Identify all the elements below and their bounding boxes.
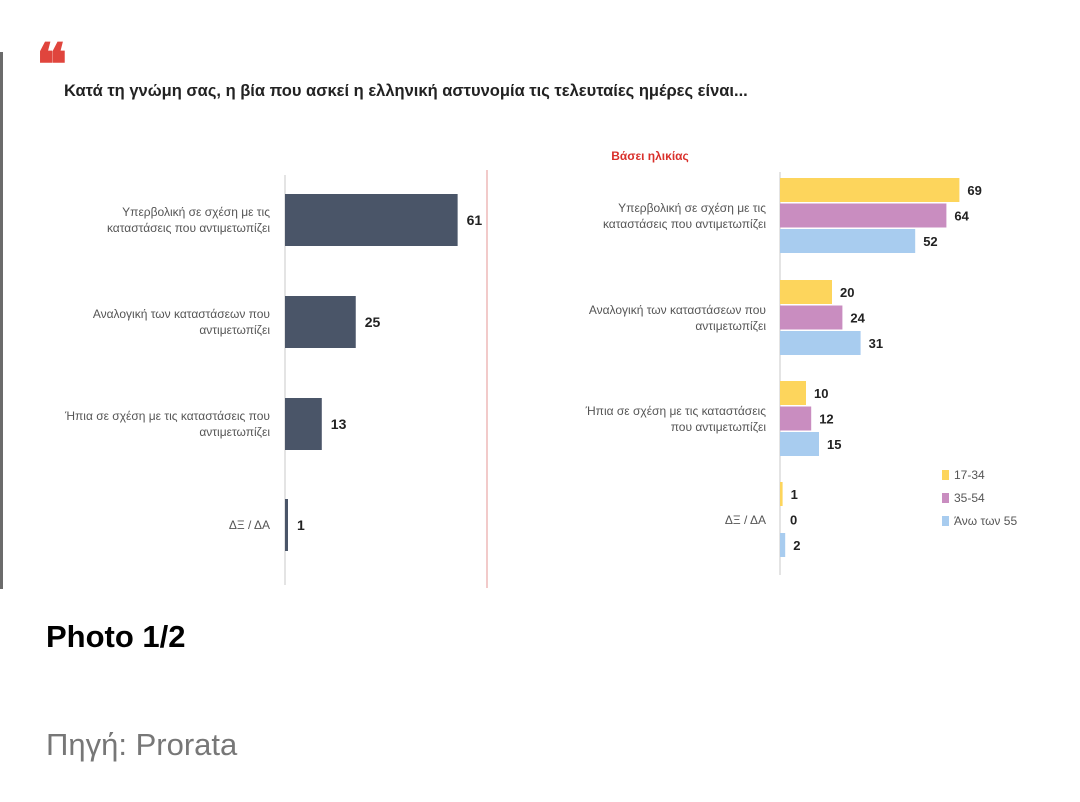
legend-label-1: 35-54 [954,491,985,505]
right-value-label-0-0: 69 [967,183,981,198]
left-category-label-0-0: Υπερβολική σε σχέση με τις [122,205,270,219]
left-category-label-2-1: αντιμετωπίζει [199,425,270,439]
legend-label-2: Άνω των 55 [954,514,1017,528]
left-value-label-0: 61 [467,212,483,228]
left-category-label-3-0: ΔΞ / ΔΑ [229,518,270,532]
right-value-label-1-0: 20 [840,285,854,300]
chart-image [0,52,1080,589]
right-value-label-0-1: 64 [954,209,969,224]
legend-swatch-2 [942,516,949,526]
right-bar-0-1 [780,203,947,228]
left-value-label-3: 1 [297,517,305,533]
right-bar-2-2 [780,432,819,456]
right-category-label-1-1: αντιμετωπίζει [695,319,766,333]
right-category-label-2-0: Ήπια σε σχέση με τις καταστάσεις [585,404,767,418]
right-bar-1-0 [780,280,832,304]
right-category-label-0-0: Υπερβολική σε σχέση με τις [618,201,766,215]
right-bar-2-0 [780,381,806,405]
left-category-label-0-1: καταστάσεις που αντιμετωπίζει [107,221,270,235]
right-bar-0-0 [780,178,960,202]
right-bar-3-0 [780,482,783,506]
right-bar-3-2 [780,533,786,557]
chart-title: Κατά τη γνώμη σας, η βία που ασκεί η ελλ… [64,82,748,100]
legend-label-0: 17-34 [954,468,985,482]
left-value-label-2: 13 [331,416,347,432]
right-value-label-2-2: 15 [827,437,841,452]
right-value-label-2-0: 10 [814,386,828,401]
right-category-label-3-0: ΔΞ / ΔΑ [725,513,766,527]
left-bar-1 [285,296,356,348]
right-bar-0-2 [780,229,916,253]
legend-swatch-1 [942,493,949,503]
photo-caption: Photo 1/2 [46,619,186,654]
left-bar-2 [285,398,322,450]
source-credit: Πηγή: Prorata [46,727,238,762]
left-value-label-1: 25 [365,314,381,330]
right-bar-1-2 [780,331,861,355]
right-subtitle: Βάσει ηλικίας [611,149,689,163]
right-value-label-3-2: 2 [793,538,800,553]
left-category-label-2-0: Ήπια σε σχέση με τις καταστάσεις που [64,409,270,423]
left-bar-3 [285,499,288,551]
right-value-label-1-2: 31 [869,336,883,351]
right-category-label-2-1: που αντιμετωπίζει [671,420,767,434]
right-value-label-3-1: 0 [790,513,797,528]
right-value-label-2-1: 12 [819,412,833,427]
left-category-label-1-0: Αναλογική των καταστάσεων που [93,307,270,321]
right-value-label-3-0: 1 [791,487,798,502]
right-value-label-0-2: 52 [923,234,937,249]
image-left-border [0,52,3,589]
quote-icon: ❝ [36,31,68,99]
left-bar-0 [285,194,458,246]
legend-swatch-0 [942,470,949,480]
right-category-label-0-1: καταστάσεις που αντιμετωπίζει [603,217,766,231]
right-bar-2-1 [780,406,812,431]
right-category-label-1-0: Αναλογική των καταστάσεων που [589,303,766,317]
left-category-label-1-1: αντιμετωπίζει [199,323,270,337]
right-value-label-1-1: 24 [850,311,865,326]
right-bar-1-1 [780,305,843,330]
